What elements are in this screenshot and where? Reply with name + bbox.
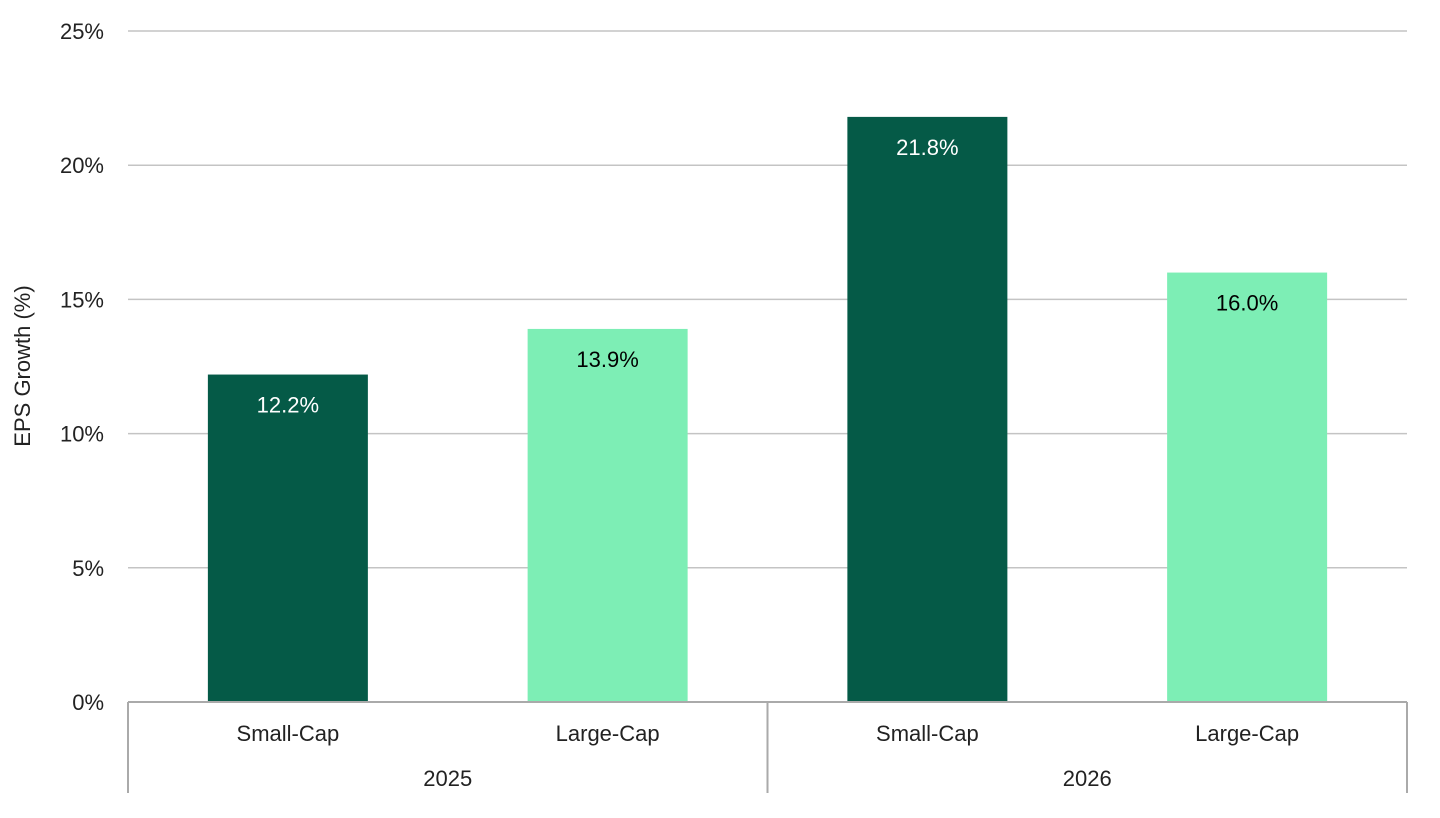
y-tick-label: 25% [60,19,104,44]
group-label: 2026 [1063,766,1112,791]
y-axis-label: EPS Growth (%) [10,285,35,446]
bar [1167,272,1328,702]
x-tick-label: Small-Cap [237,721,340,746]
y-tick-label: 15% [60,287,104,312]
data-label: 12.2% [257,393,319,418]
y-tick-label: 20% [60,153,104,178]
y-tick-label: 0% [72,690,104,715]
x-tick-label: Small-Cap [876,721,979,746]
x-tick-label: Large-Cap [1195,721,1299,746]
x-tick-label: Large-Cap [556,721,660,746]
bar [847,116,1008,702]
bar [527,328,688,702]
y-tick-label: 10% [60,422,104,447]
data-label: 21.8% [896,135,958,160]
bar [207,374,368,702]
group-label: 2025 [423,766,472,791]
y-tick-label: 5% [72,556,104,581]
data-label: 16.0% [1216,291,1278,316]
data-label: 13.9% [576,347,638,372]
